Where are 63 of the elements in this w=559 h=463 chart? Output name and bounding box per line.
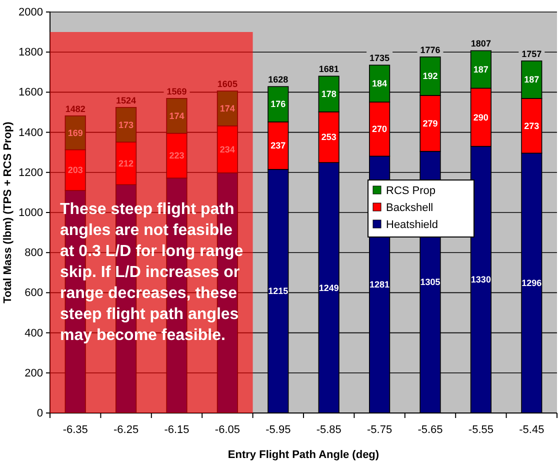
annotation: These steep flight path angles are not feasible at 0.3 L/D for long range skip. If L/D increases or range decreases, these steep flight path angles may become feasible. <box>60 200 244 346</box>
total-label: 1735 <box>370 53 390 64</box>
total-label: 1569 <box>166 86 187 96</box>
total-label: 1776 <box>420 44 440 55</box>
data-label: 1249 <box>318 282 339 293</box>
data-label: 1305 <box>420 277 440 288</box>
y-tick-label: 800 <box>24 247 43 260</box>
data-label: 184 <box>372 78 388 89</box>
x-tick-label: -5.45 <box>519 424 544 436</box>
data-label: 169 <box>68 128 83 138</box>
total-label: 1482 <box>65 104 86 114</box>
data-label: 270 <box>372 124 388 134</box>
x-tick-label: -5.75 <box>367 424 392 436</box>
total-label: 1628 <box>268 74 288 85</box>
y-tick-label: 1200 <box>18 166 43 179</box>
y-tick-label: 1800 <box>18 46 43 59</box>
data-label: 212 <box>118 158 134 168</box>
y-tick-label: 2000 <box>18 6 43 19</box>
data-label: 203 <box>68 165 83 176</box>
data-label: 176 <box>270 99 286 110</box>
data-label: 279 <box>422 118 438 128</box>
x-tick-label: -6.15 <box>164 424 190 436</box>
data-label: 173 <box>118 120 134 130</box>
data-label: 1330 <box>470 274 491 285</box>
data-label: 1296 <box>522 278 542 288</box>
y-tick-label: 200 <box>24 367 43 380</box>
x-axis-title: Entry Flight Path Angle (deg) <box>228 449 380 461</box>
x-tick-label: -5.85 <box>316 424 342 436</box>
data-label: 253 <box>321 132 336 142</box>
data-label: 178 <box>321 89 336 100</box>
x-tick-label: -5.65 <box>418 424 443 436</box>
data-label: 290 <box>473 112 488 122</box>
y-tick-label: 1400 <box>18 126 43 139</box>
x-tick-label: -6.35 <box>62 424 88 436</box>
data-label: 223 <box>169 150 184 161</box>
data-label: 1215 <box>268 286 288 296</box>
x-tick-label: -6.25 <box>114 424 139 436</box>
total-label: 1524 <box>116 95 136 106</box>
x-tick-label: -6.05 <box>214 424 240 436</box>
data-label: 187 <box>524 74 540 85</box>
data-label: 1281 <box>370 280 390 290</box>
data-label: 237 <box>270 140 286 151</box>
total-label: 1757 <box>522 48 542 59</box>
legend-label: RCS Prop <box>386 185 436 197</box>
data-label: 174 <box>220 103 235 114</box>
total-label: 1605 <box>217 78 238 89</box>
y-tick-label: 400 <box>24 327 43 340</box>
total-label: 1681 <box>318 64 339 74</box>
x-tick-label: -5.95 <box>266 424 291 436</box>
legend-label: Backshell <box>386 202 434 214</box>
y-tick-label: 600 <box>24 287 43 300</box>
data-label: 174 <box>169 110 184 121</box>
y-axis-title: Total Mass (lbm) (TPS + RCS Prop) <box>2 121 14 304</box>
x-tick-label: -5.55 <box>468 424 494 436</box>
legend-label: Heatshield <box>386 219 438 231</box>
total-label: 1807 <box>470 38 491 49</box>
data-label: 234 <box>220 144 235 154</box>
y-tick-label: 1600 <box>18 86 43 99</box>
data-label: 192 <box>422 71 438 82</box>
data-label: 187 <box>473 64 488 74</box>
y-tick-label: 1000 <box>18 207 43 220</box>
data-label: 273 <box>524 120 540 131</box>
y-tick-label: 0 <box>36 408 43 420</box>
